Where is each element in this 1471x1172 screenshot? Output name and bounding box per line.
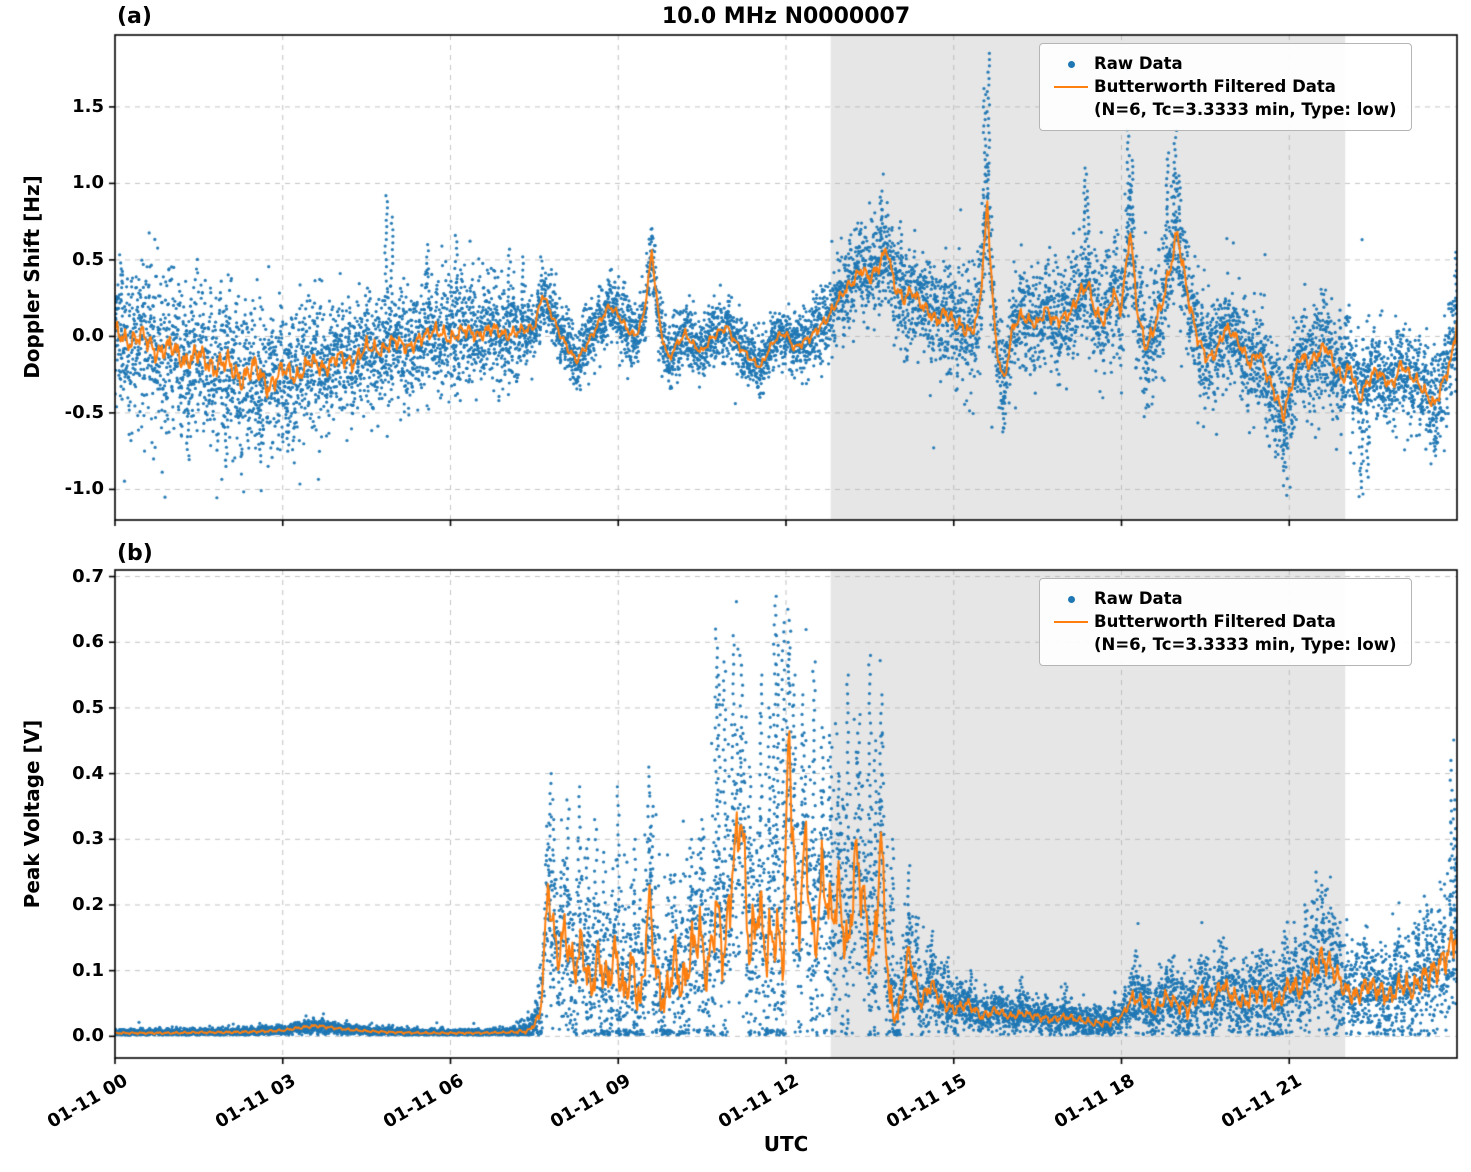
figure: -1.0 -0.5 0.0 0.5 1.0 1.5 0.0 0.1 0.2 0.3 0.4 0.5 0.…	[0, 0, 1471, 1172]
chart-canvas	[0, 0, 1471, 1172]
